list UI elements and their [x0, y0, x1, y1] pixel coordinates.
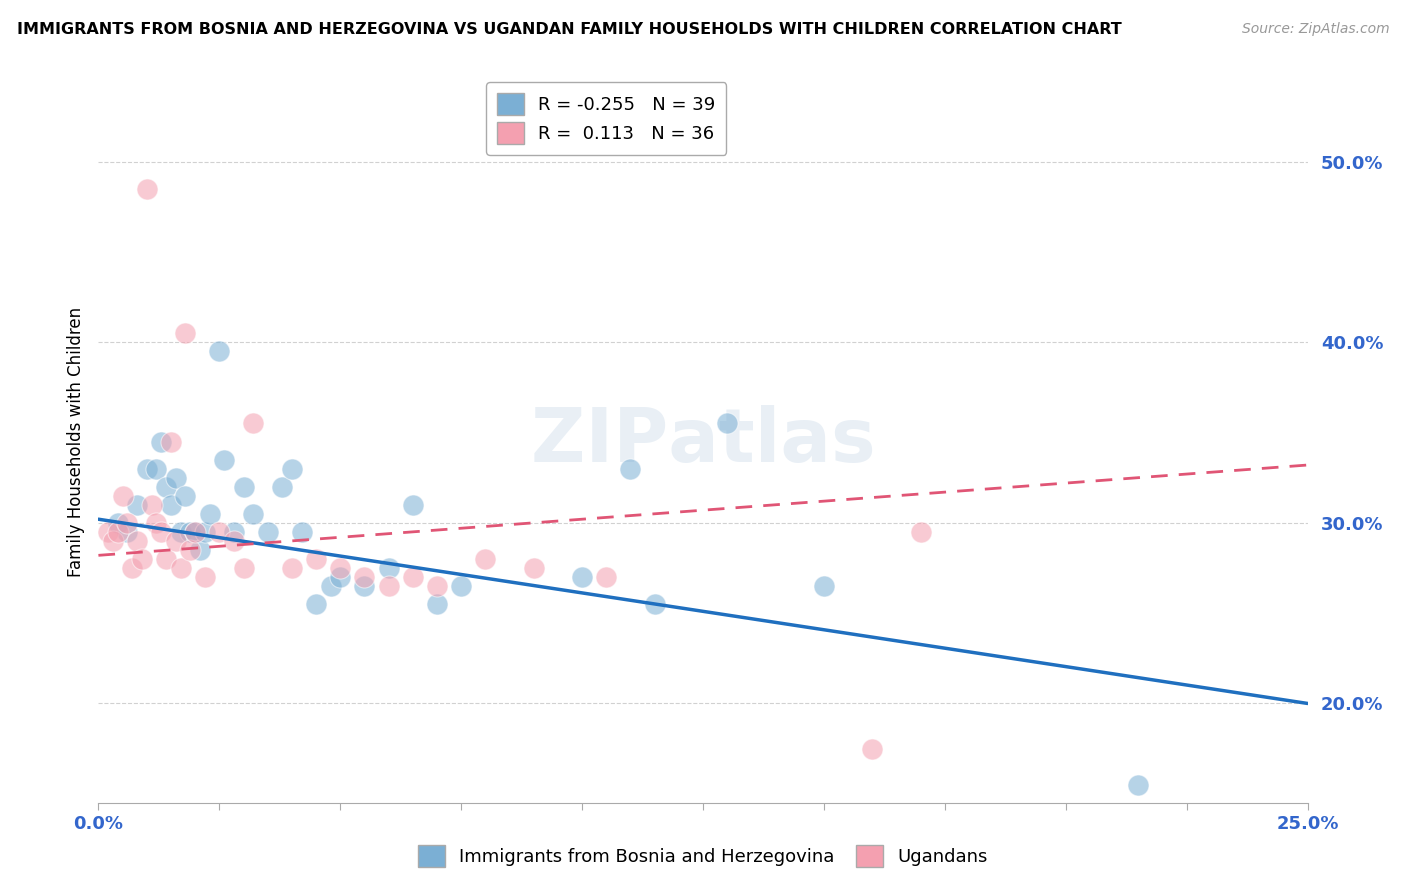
Point — [127, 533, 149, 548]
Point — [305, 597, 328, 611]
Point — [174, 489, 197, 503]
Point — [101, 533, 124, 548]
Point — [111, 489, 134, 503]
Point — [571, 570, 593, 584]
Point — [426, 597, 449, 611]
Text: Source: ZipAtlas.com: Source: ZipAtlas.com — [1241, 22, 1389, 37]
Point — [208, 524, 231, 539]
Y-axis label: Family Households with Children: Family Households with Children — [66, 307, 84, 576]
Point — [155, 480, 177, 494]
Point — [184, 524, 207, 539]
Point — [329, 561, 352, 575]
Point — [131, 552, 153, 566]
Point — [305, 552, 328, 566]
Point — [232, 561, 254, 575]
Point — [402, 570, 425, 584]
Point — [450, 579, 472, 593]
Point — [212, 452, 235, 467]
Point — [377, 579, 399, 593]
Point — [281, 461, 304, 475]
Point — [426, 579, 449, 593]
Point — [107, 516, 129, 530]
Legend: R = -0.255   N = 39, R =  0.113   N = 36: R = -0.255 N = 39, R = 0.113 N = 36 — [486, 82, 727, 155]
Point — [281, 561, 304, 575]
Point — [155, 552, 177, 566]
Point — [222, 533, 245, 548]
Point — [194, 570, 217, 584]
Point — [169, 524, 191, 539]
Point — [353, 570, 375, 584]
Point — [353, 579, 375, 593]
Point — [910, 524, 932, 539]
Point — [141, 498, 163, 512]
Point — [97, 524, 120, 539]
Point — [127, 498, 149, 512]
Point — [619, 461, 641, 475]
Point — [121, 561, 143, 575]
Point — [165, 533, 187, 548]
Point — [222, 524, 245, 539]
Point — [179, 524, 201, 539]
Point — [135, 461, 157, 475]
Point — [150, 524, 173, 539]
Point — [160, 498, 183, 512]
Point — [184, 524, 207, 539]
Point — [145, 516, 167, 530]
Point — [107, 524, 129, 539]
Point — [198, 507, 221, 521]
Point — [208, 344, 231, 359]
Point — [716, 417, 738, 431]
Point — [290, 524, 312, 539]
Point — [145, 461, 167, 475]
Point — [242, 417, 264, 431]
Point — [135, 181, 157, 195]
Point — [174, 326, 197, 340]
Text: IMMIGRANTS FROM BOSNIA AND HERZEGOVINA VS UGANDAN FAMILY HOUSEHOLDS WITH CHILDRE: IMMIGRANTS FROM BOSNIA AND HERZEGOVINA V… — [17, 22, 1122, 37]
Point — [319, 579, 342, 593]
Point — [256, 524, 278, 539]
Point — [377, 561, 399, 575]
Point — [179, 542, 201, 557]
Point — [150, 434, 173, 449]
Point — [595, 570, 617, 584]
Point — [1128, 778, 1150, 792]
Point — [160, 434, 183, 449]
Point — [813, 579, 835, 593]
Point — [188, 542, 211, 557]
Legend: Immigrants from Bosnia and Herzegovina, Ugandans: Immigrants from Bosnia and Herzegovina, … — [411, 838, 995, 874]
Point — [117, 516, 139, 530]
Point — [402, 498, 425, 512]
Point — [169, 561, 191, 575]
Point — [271, 480, 294, 494]
Point — [644, 597, 666, 611]
Point — [194, 524, 217, 539]
Point — [860, 741, 883, 756]
Text: ZIP​atlas: ZIP​atlas — [530, 405, 876, 478]
Point — [165, 470, 187, 484]
Point — [232, 480, 254, 494]
Point — [117, 524, 139, 539]
Point — [523, 561, 546, 575]
Point — [474, 552, 496, 566]
Point — [329, 570, 352, 584]
Point — [242, 507, 264, 521]
